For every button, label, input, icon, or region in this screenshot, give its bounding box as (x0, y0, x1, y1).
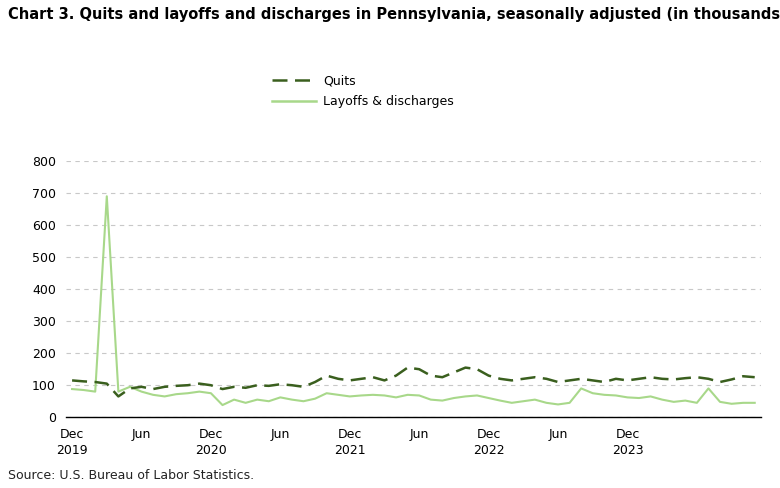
Text: Chart 3. Quits and layoffs and discharges in Pennsylvania, seasonally adjusted (: Chart 3. Quits and layoffs and discharge… (8, 7, 780, 22)
Text: Source: U.S. Bureau of Labor Statistics.: Source: U.S. Bureau of Labor Statistics. (8, 469, 254, 482)
Legend: Quits, Layoffs & discharges: Quits, Layoffs & discharges (267, 70, 459, 113)
